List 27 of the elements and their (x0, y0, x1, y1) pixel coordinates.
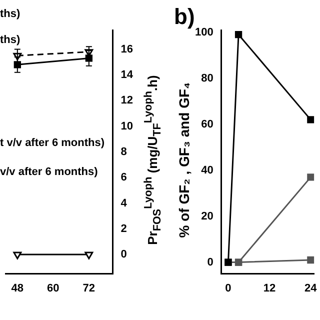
y2-tick-label: 0 (120, 248, 127, 261)
y-tick-label: 80 (201, 72, 214, 84)
x-tick-label: 60 (47, 282, 60, 294)
y-tick-label: 40 (201, 164, 214, 176)
y2-tick-label: 6 (120, 172, 127, 184)
y2-tick-label: 14 (120, 68, 134, 81)
x-tick-label: 12 (263, 282, 276, 294)
y2-tick-label: 8 (120, 146, 127, 158)
y2-tick-label: 2 (120, 222, 127, 235)
y-tick-label: 20 (201, 210, 214, 222)
y-tick-label: 0 (207, 256, 214, 268)
y-axis-title: % of GF₂ , GF₃ and GF₄ (176, 82, 192, 238)
y2-tick-label: 10 (120, 120, 134, 132)
x-tick-label: 48 (11, 282, 24, 294)
y-tick-label: 60 (201, 118, 214, 130)
y2-tick-label: 12 (120, 94, 134, 107)
y2-tick-label: 4 (120, 197, 128, 210)
text: ths) (0, 8, 20, 20)
x-tick-label: 72 (82, 282, 96, 294)
y2-tick-label: 16 (120, 43, 134, 56)
y-tick-label: 100 (194, 26, 214, 38)
x-tick-label: 24 (304, 282, 318, 294)
annotation: ths) (0, 34, 20, 46)
chart-title: b) (174, 4, 195, 30)
annotation: v/v after 6 months) (0, 166, 98, 178)
x-tick-label: 0 (225, 282, 232, 294)
annotation: t v/v after 6 months) (0, 137, 105, 149)
